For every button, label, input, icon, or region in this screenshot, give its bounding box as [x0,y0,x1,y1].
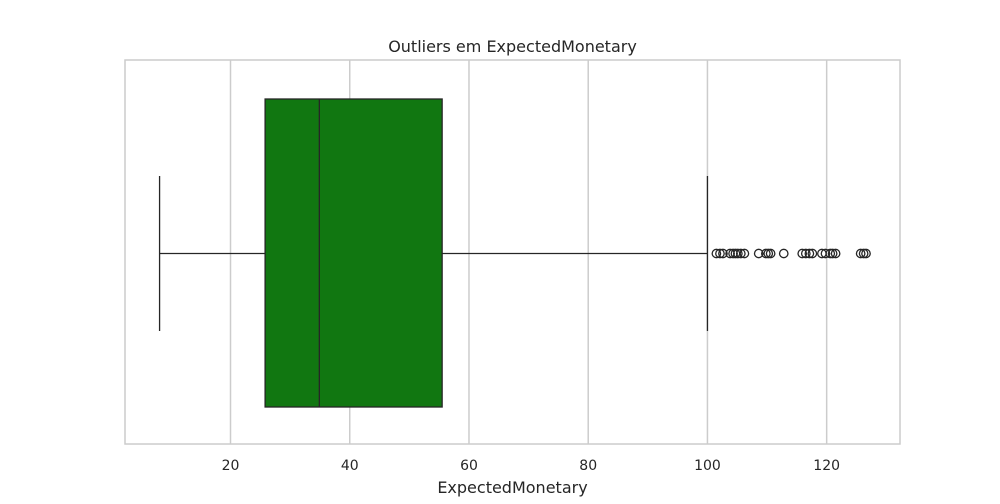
outlier-point [807,248,818,259]
outlier-point [725,248,735,259]
outlier-point [711,248,722,259]
x-tick-labels: 20 40 60 80 100 120 [222,458,840,474]
outlier-point [735,248,746,259]
outlier-point [797,248,808,259]
outlier-point [715,248,725,259]
outlier-point [800,248,811,259]
x-tick-label: 60 [460,458,478,474]
outlier-point [830,248,841,259]
x-tick-label: 120 [813,458,840,474]
outlier-point [827,248,838,259]
outlier-point [804,248,815,259]
interquartile-box [264,98,443,408]
outlier-point [753,248,764,259]
x-tick-label: 80 [579,458,597,474]
outlier-point [739,248,750,259]
outlier-points [711,248,871,259]
outlier-point [820,248,831,259]
outlier-point [732,248,743,259]
x-axis-label: ExpectedMonetary [437,478,587,497]
outlier-point [765,248,776,259]
outlier-point [718,248,728,259]
x-tick-label: 100 [694,458,721,474]
outlier-point [855,248,866,259]
chart-title: Outliers em ExpectedMonetary [388,37,637,56]
outlier-point [778,248,789,259]
plot-frame [124,59,901,445]
x-tick-label: 40 [341,458,359,474]
boxplot [158,98,709,408]
x-tick-label: 20 [222,458,240,474]
outlier-point [861,248,871,259]
